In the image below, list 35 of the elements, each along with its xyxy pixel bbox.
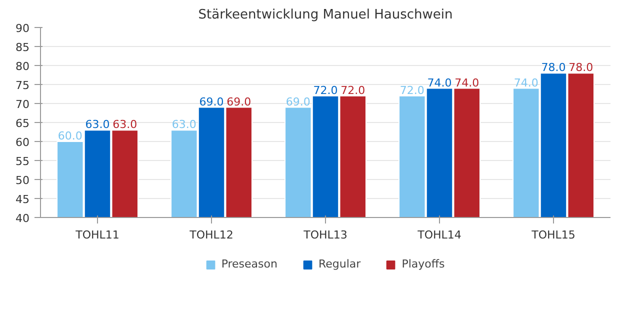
data-label: 74.0	[427, 76, 452, 90]
y-tick-label: 40	[16, 212, 30, 225]
y-tick-label: 55	[16, 155, 30, 168]
chart-title: Stärkeentwicklung Manuel Hauschwein	[198, 8, 453, 22]
x-tick-label: TOHL14	[416, 228, 462, 242]
legend-label: Playoffs	[402, 258, 445, 270]
y-tick-label: 65	[16, 117, 30, 130]
x-tick-label: TOHL11	[74, 228, 120, 242]
data-label: 78.0	[541, 61, 566, 74]
y-tick-label: 85	[16, 41, 30, 54]
x-tick-label: TOHL13	[302, 228, 348, 242]
data-label: 74.0	[454, 76, 480, 90]
legend-label: Regular	[318, 258, 361, 270]
y-tick-label: 60	[16, 136, 30, 149]
data-label: 63.0	[172, 118, 196, 132]
data-label: 69.0	[199, 95, 224, 108]
data-label: 60.0	[58, 130, 82, 142]
legend-label: Preseason	[221, 258, 278, 270]
x-tick-label: TOHL15	[530, 228, 576, 242]
y-tick-label: 50	[16, 174, 30, 187]
data-label: 69.0	[286, 95, 310, 108]
y-tick-label: 45	[16, 193, 30, 206]
data-label: 63.0	[112, 118, 138, 132]
data-label: 74.0	[514, 76, 538, 90]
data-label: 72.0	[400, 84, 424, 97]
y-tick-label: 70	[16, 98, 30, 111]
y-tick-label: 75	[16, 79, 30, 92]
y-tick-label: 90	[16, 22, 30, 35]
y-tick-label: 80	[16, 60, 30, 73]
data-label: 69.0	[226, 95, 252, 108]
data-label: 72.0	[340, 84, 366, 97]
x-tick-label: TOHL12	[188, 228, 234, 242]
data-label: 63.0	[85, 118, 110, 132]
data-label: 72.0	[313, 84, 338, 97]
data-label: 78.0	[568, 61, 594, 74]
